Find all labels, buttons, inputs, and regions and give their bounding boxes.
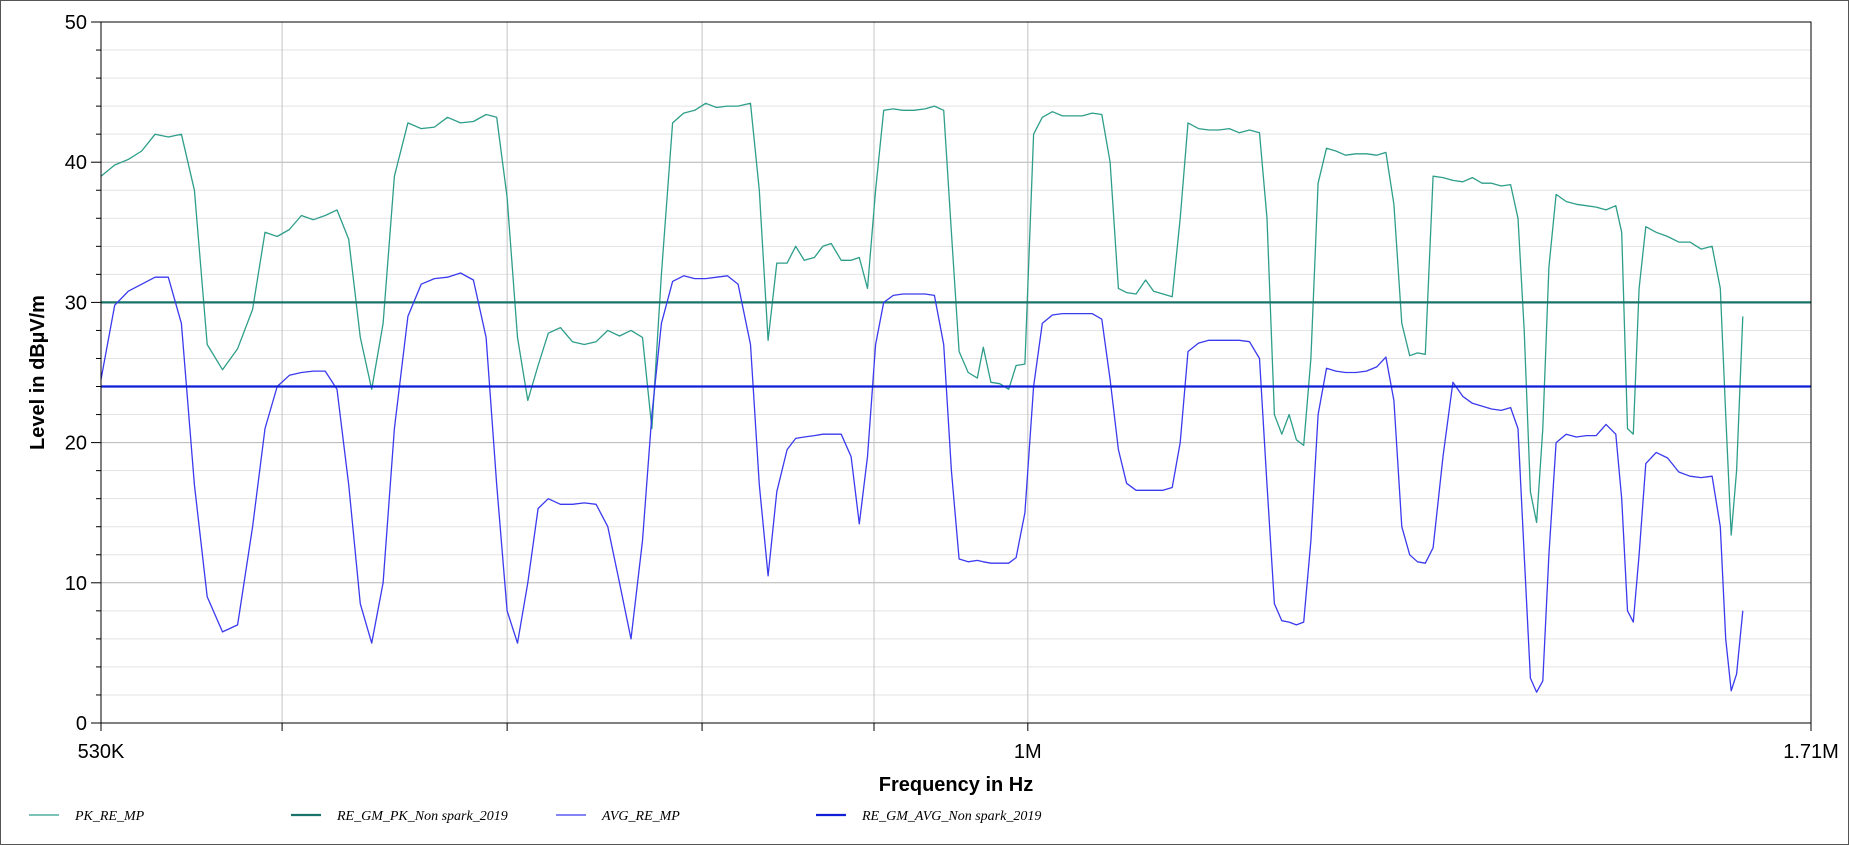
axes-layer <box>91 21 1812 731</box>
legend-item-pk-re-mp: PK_RE_MP <box>29 809 145 824</box>
legend-label: RE_GM_PK_Non spark_2019 <box>336 809 508 824</box>
x-axis-title: Frequency in Hz <box>879 774 1033 796</box>
y-tick-label: 0 <box>76 713 87 735</box>
legend: PK_RE_MP RE_GM_PK_Non spark_2019 AVG_RE_MP… <box>29 809 1041 824</box>
grid-layer <box>100 21 1812 724</box>
y-tick-label: 50 <box>65 12 87 34</box>
plot-border <box>100 21 1812 724</box>
x-tick-label: 530K <box>78 741 125 763</box>
legend-label: RE_GM_AVG_Non spark_2019 <box>861 809 1041 824</box>
legend-label: PK_RE_MP <box>74 809 145 824</box>
legend-item-avg-re-mp: AVG_RE_MP <box>556 809 680 824</box>
y-tick-label: 30 <box>65 292 87 314</box>
x-tick-label: 1M <box>1014 741 1042 763</box>
y-axis-title: Level in dBµV/m <box>27 295 49 450</box>
legend-item-re-gm-pk-non-spark-2019: RE_GM_PK_Non spark_2019 <box>291 809 508 824</box>
labels-layer: 0 10 20 30 40 50 530K 1M 1.71M Frequency in Hz Lev… <box>27 12 1839 796</box>
y-tick-label: 10 <box>65 573 87 595</box>
plot-area <box>101 22 1811 723</box>
y-tick-label: 40 <box>65 152 87 174</box>
y-tick-label: 20 <box>65 433 87 455</box>
series-layer <box>100 102 1811 693</box>
legend-item-re-gm-avg-non-spark-2019: RE_GM_AVG_Non spark_2019 <box>816 809 1041 824</box>
legend-label: AVG_RE_MP <box>601 809 680 824</box>
series-line-avg-re-mp <box>100 272 1744 693</box>
x-tick-label: 1.71M <box>1783 741 1839 763</box>
series-line-pk-re-mp <box>100 102 1744 536</box>
